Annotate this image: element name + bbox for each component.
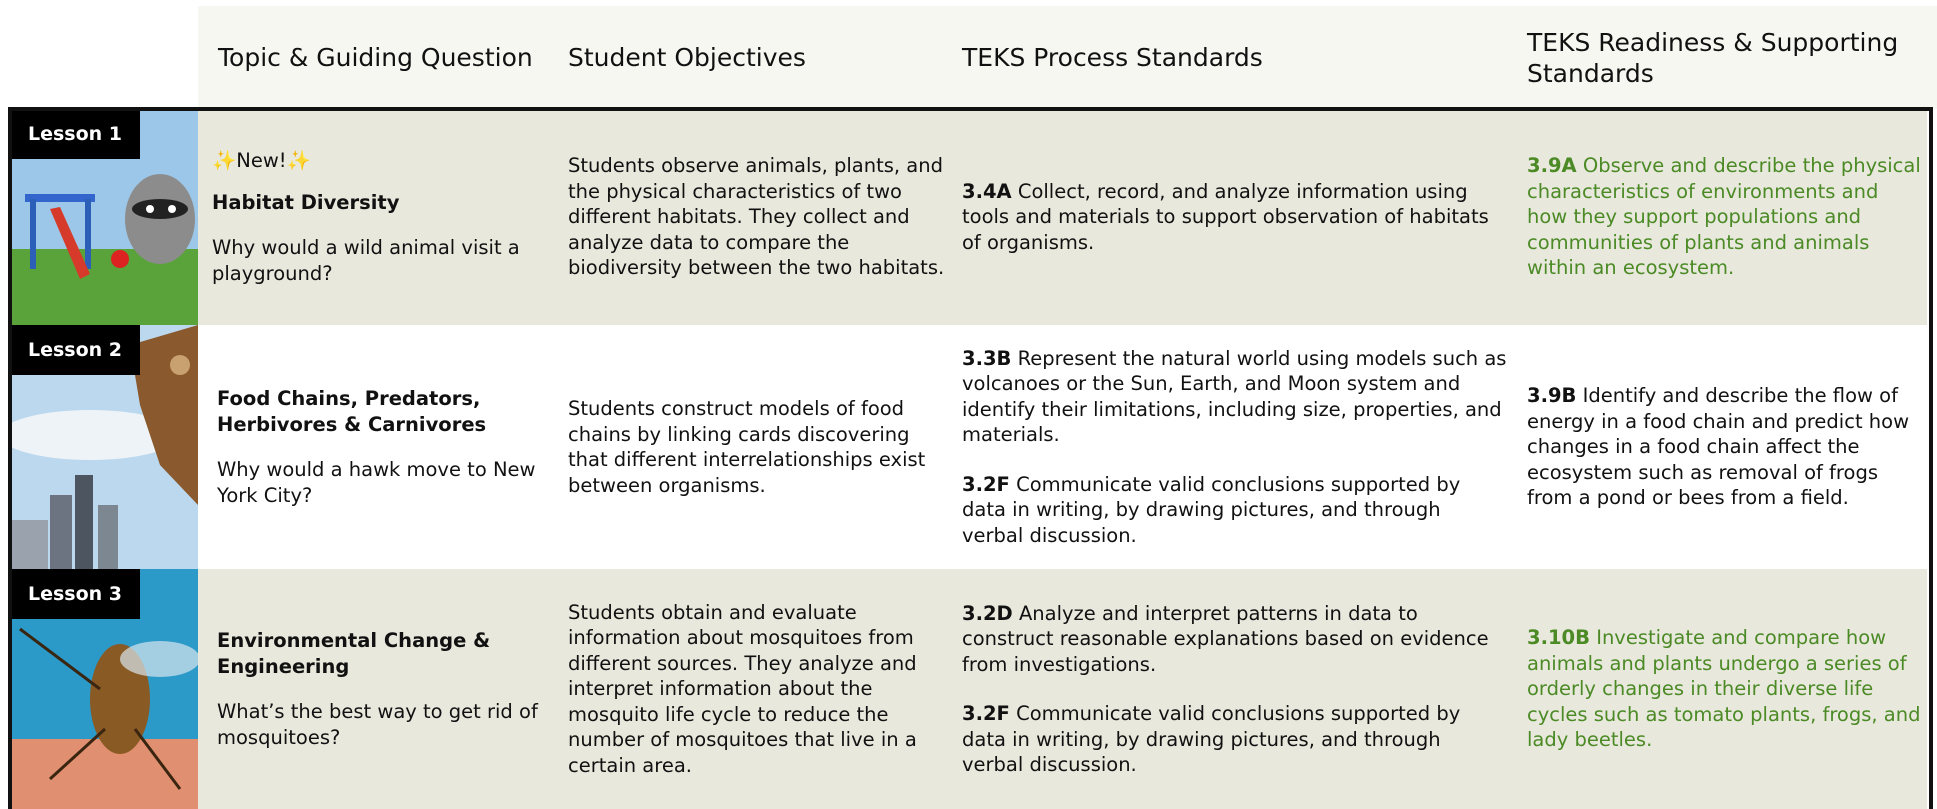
illustration — [10, 325, 198, 569]
lesson-label: Lesson 2 — [10, 325, 141, 375]
standard: 3.9A Observe and describe the physical c… — [1527, 153, 1922, 281]
lesson-row: Lesson 1 ✨New!✨ Habitat Diversity Why wo… — [10, 109, 1927, 325]
header-cell: Student Objectives — [568, 43, 806, 72]
header-cell: TEKS Readiness & Supporting Standards — [1527, 27, 1899, 88]
standard-text: Collect, record, and analyze information… — [962, 179, 1489, 254]
code: 3.2D — [962, 601, 1013, 625]
objective: Students construct models of food chains… — [568, 325, 948, 569]
standard-text: Observe and describe the physical charac… — [1527, 154, 1921, 280]
header-cell: TEKS Process Standards — [962, 43, 1263, 72]
code: 3.10B — [1527, 626, 1590, 650]
readiness-cell: 3.9A Observe and describe the physical c… — [1527, 109, 1922, 325]
topic: Habitat Diversity — [212, 190, 400, 214]
badge: ✨New!✨ — [212, 149, 311, 172]
code: 3.4A — [962, 179, 1012, 203]
question: What’s the best way to get rid of mosqui… — [217, 700, 538, 749]
objective-text: Students obtain and evaluate information… — [568, 600, 917, 777]
lesson-label: Lesson 1 — [10, 109, 141, 159]
standard-text: Communicate valid conclusions supported … — [962, 472, 1461, 547]
standard-text: Analyze and interpret patterns in data t… — [962, 601, 1489, 676]
topic-cell: Food Chains, Predators, Herbivores & Car… — [217, 325, 552, 569]
lesson-image: Lesson 2 — [10, 325, 198, 569]
lesson-row: Lesson 3 Environmental Change & Engineer… — [10, 569, 1927, 809]
lesson-label: Lesson 3 — [10, 569, 141, 619]
topic: Food Chains, Predators, Herbivores & Car… — [217, 387, 487, 436]
topic-cell: ✨New!✨ Habitat Diversity Why would a wil… — [212, 109, 547, 325]
process-cell: 3.2D Analyze and interpret patterns in d… — [962, 569, 1507, 809]
code: 3.2F — [962, 702, 1010, 725]
objective: Students obtain and evaluate information… — [568, 569, 948, 809]
standard-text: Investigate and compare how animals and … — [1527, 626, 1921, 752]
header-cell: Topic & Guiding Question — [218, 43, 533, 72]
topic-cell: Environmental Change & Engineering What’… — [217, 569, 552, 809]
code: 3.3B — [962, 346, 1012, 370]
standard-text: Communicate valid conclusions supported … — [962, 702, 1461, 776]
readiness-cell: 3.9B Identify and describe the flow of e… — [1527, 325, 1922, 569]
topic: Environmental Change & Engineering — [217, 629, 491, 678]
readiness-cell: 3.10B Investigate and compare how animal… — [1527, 569, 1922, 809]
standard-text: Identify and describe the flow of energy… — [1527, 384, 1910, 510]
standard: 3.2D Analyze and interpret patterns in d… — [962, 601, 1507, 678]
illustration — [10, 569, 198, 809]
process-cell: 3.4A Collect, record, and analyze inform… — [962, 109, 1507, 325]
lesson-image: Lesson 3 — [10, 569, 198, 809]
standard-text: Represent the natural world using models… — [962, 346, 1507, 447]
objective-text: Students construct models of food chains… — [568, 397, 926, 497]
code: 3.9B — [1527, 384, 1577, 408]
code: 3.2F — [962, 472, 1010, 496]
lesson-image: Lesson 1 — [10, 109, 198, 325]
question: Why would a wild animal visit a playgrou… — [212, 236, 520, 285]
lesson-row: Lesson 2 Food Chains, Predators, Herbivo… — [10, 325, 1927, 569]
process-cell: 3.3B Represent the natural world using m… — [962, 325, 1507, 569]
code: 3.9A — [1527, 154, 1577, 178]
standard: 3.4A Collect, record, and analyze inform… — [962, 179, 1507, 256]
objective-text: Students observe animals, plants, and th… — [568, 154, 945, 280]
question: Why would a hawk move to New York City? — [217, 458, 536, 507]
standard: 3.2F Communicate valid conclusions suppo… — [962, 472, 1507, 549]
standard: 3.9B Identify and describe the flow of e… — [1527, 383, 1922, 511]
objective: Students observe animals, plants, and th… — [568, 109, 948, 325]
standard: 3.10B Investigate and compare how animal… — [1527, 625, 1922, 753]
standard: 3.2F Communicate valid conclusions suppo… — [962, 701, 1507, 778]
standard: 3.3B Represent the natural world using m… — [962, 346, 1507, 448]
header-bg — [198, 6, 1937, 109]
